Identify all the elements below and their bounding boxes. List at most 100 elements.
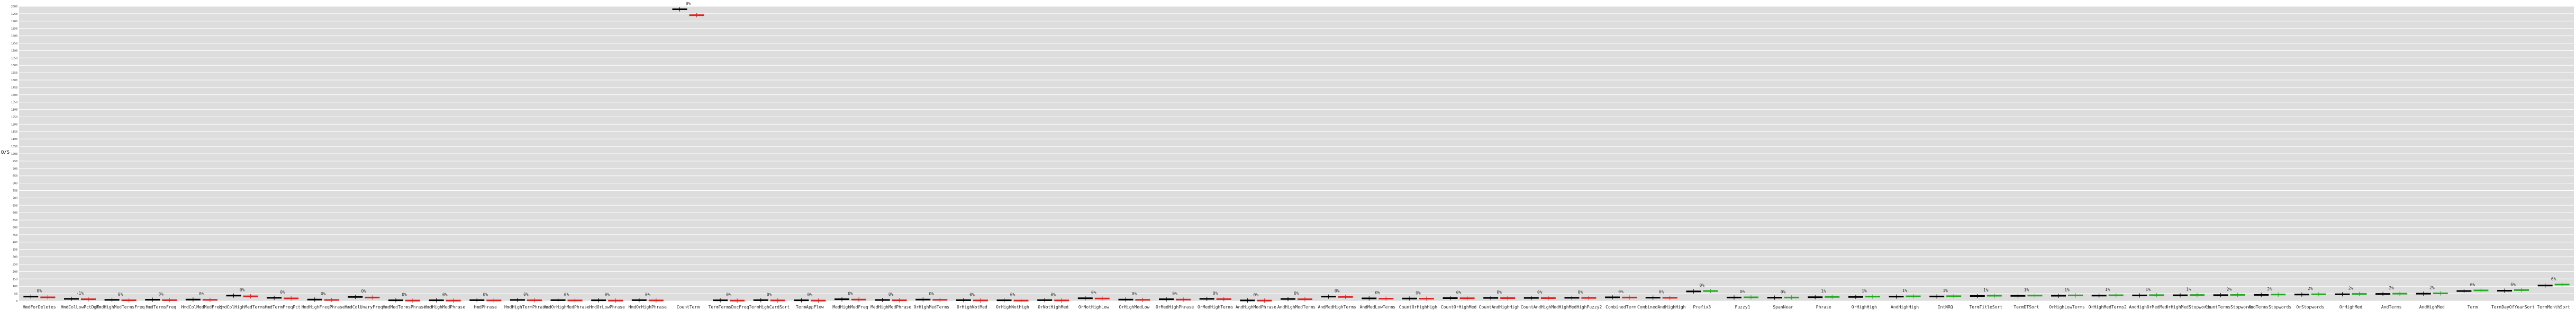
x-tick-label: Prefix3 — [1693, 305, 1711, 310]
x-tick-label: HmdOrHighMedPhrase — [543, 305, 589, 310]
y-axis-label: Q/S — [1, 150, 10, 155]
data-label: 0% — [1740, 289, 1745, 294]
y-tick-label: 1900 — [11, 20, 17, 23]
data-label: 0% — [158, 292, 164, 296]
x-tick-label: AndTermsStopwords — [2248, 305, 2291, 310]
y-tick-label: 600 — [13, 211, 17, 215]
y-tick-label: 2000 — [11, 5, 17, 8]
y-tick-label: 850 — [13, 175, 17, 178]
data-label: 1% — [2146, 287, 2151, 292]
data-label: 2% — [2348, 286, 2354, 291]
x-tick-label: HmdHighFreqPhrase — [302, 305, 345, 310]
y-tick-label: 750 — [13, 190, 17, 193]
data-label: 0% — [1781, 289, 1786, 294]
data-label: 2% — [2227, 287, 2232, 292]
x-tick-label: OrHighMed — [2339, 305, 2363, 310]
data-label: 1% — [2024, 288, 2029, 293]
x-tick-label: Fuzzy1 — [1735, 305, 1750, 310]
data-label: 0% — [361, 289, 367, 294]
data-label: 0% — [1254, 293, 1259, 297]
y-tick-label: 0 — [16, 300, 17, 303]
data-label: 0% — [1335, 289, 1340, 294]
data-label: 0% — [483, 292, 488, 297]
data-label: 0% — [1172, 292, 1177, 296]
y-tick-label: 1700 — [11, 49, 17, 52]
y-tick-label: 150 — [13, 278, 17, 281]
data-label: 0% — [240, 288, 245, 293]
data-label: 6% — [2470, 282, 2475, 287]
x-tick-label: TermDTSort — [2013, 305, 2039, 310]
x-tick-label: OrHighNotMed — [957, 305, 987, 310]
x-tick-label: MedHighMedPhrase — [870, 305, 911, 310]
y-tick-label: 1450 — [11, 86, 17, 90]
data-label: 0% — [402, 293, 407, 297]
x-tick-label: HmdHighMedPhrase — [424, 305, 465, 310]
bars — [23, 7, 2570, 303]
data-label: 0% — [808, 293, 813, 297]
data-label: 2% — [2308, 286, 2313, 291]
y-tick-label: 1350 — [11, 101, 17, 104]
y-tick-label: 1300 — [11, 109, 17, 112]
y-tick-label: 200 — [13, 270, 17, 273]
data-label: 0% — [929, 292, 934, 296]
x-tick-label: HmdOrLowPhrase — [589, 305, 625, 310]
x-tick-label: OrHighHigh — [1852, 305, 1877, 310]
data-label: 2% — [2389, 286, 2394, 290]
x-tick-label: HmdHighTermPhrase — [504, 305, 548, 310]
data-label: 6% — [2510, 282, 2516, 287]
x-tick-label: AndMedLowTerms — [1360, 305, 1396, 310]
y-tick-label: 500 — [13, 226, 17, 229]
data-label: 0% — [1456, 290, 1462, 295]
x-tick-label: Term — [2468, 305, 2478, 310]
x-tick-label: OrHighLowTerms — [2049, 305, 2085, 310]
data-label: 0% — [1700, 283, 1705, 288]
y-tick-label: 1950 — [11, 13, 17, 16]
x-tick-label: MedHighMedFreq — [832, 305, 868, 310]
x-tick-label: HmdPhrase — [474, 305, 497, 310]
x-tick-label: TermDayOfYearSort — [2491, 305, 2535, 310]
y-tick-label: 1200 — [11, 123, 17, 126]
data-label: 0% — [564, 292, 569, 297]
data-label: 0% — [1496, 290, 1502, 295]
x-tick-label: OrHighNotHigh — [996, 305, 1029, 310]
data-label: 0% — [1416, 290, 1421, 295]
x-tick-label: SpanNear — [1773, 305, 1793, 310]
x-axis-labels: HmdForDeletes HmdColLowPctDgTHmdHighMedTe… — [23, 305, 2570, 310]
x-tick-label: HmdForDeletes — [23, 305, 56, 310]
x-tick-label: HmdColMedMedFreq — [181, 305, 222, 310]
x-tick-label: AndMedHighTerms — [1318, 305, 1356, 310]
data-label: 0% — [1375, 290, 1380, 295]
x-tick-label: HmdOrHighPhrase — [629, 305, 667, 310]
y-tick-label: 1600 — [11, 64, 17, 67]
x-tick-label: HmdColHighMedTerms — [219, 305, 265, 310]
y-tick-label: 1250 — [11, 116, 17, 119]
x-tick-label: TermTitleSort — [1969, 305, 2002, 310]
x-tick-label: HmdTermFreqPct — [265, 305, 301, 310]
x-tick-label: AndHighOrMedMed — [2129, 305, 2167, 310]
x-tick-label: OrMedHighTerms — [1198, 305, 1233, 310]
data-label: 6% — [2551, 277, 2556, 281]
data-label: 2% — [2429, 286, 2435, 290]
x-tick-label: HmdHighMedTermsFreq — [96, 305, 145, 310]
y-tick-label: 1100 — [11, 138, 17, 141]
y-tick-label: 700 — [13, 197, 17, 200]
x-tick-label: OrNotHighLow — [1078, 305, 1109, 310]
x-tick-label: OrHighMedLow — [1119, 305, 1150, 310]
x-tick-label: OrNotHighMed — [1038, 305, 1068, 310]
x-tick-label: OrHighMedStopwords — [2166, 305, 2212, 310]
data-label: 0% — [199, 292, 204, 296]
x-tick-label: TermAppFlow — [796, 305, 824, 310]
x-tick-label: AndTerms — [2381, 305, 2402, 310]
y-tick-label: 450 — [13, 234, 17, 237]
gridlines — [19, 6, 2574, 302]
x-tick-label: AndHighMedTerms — [1277, 305, 1316, 310]
x-tick-label: AndHighMed — [2419, 305, 2445, 310]
y-tick-label: 950 — [13, 160, 17, 163]
data-label: 0% — [645, 292, 650, 297]
data-label: 0% — [118, 292, 123, 297]
data-label: 0% — [280, 290, 285, 295]
data-label: 1% — [1821, 289, 1826, 294]
data-label: 0% — [321, 292, 326, 296]
x-tick-label: HmdColLowPctDgT — [61, 305, 99, 310]
